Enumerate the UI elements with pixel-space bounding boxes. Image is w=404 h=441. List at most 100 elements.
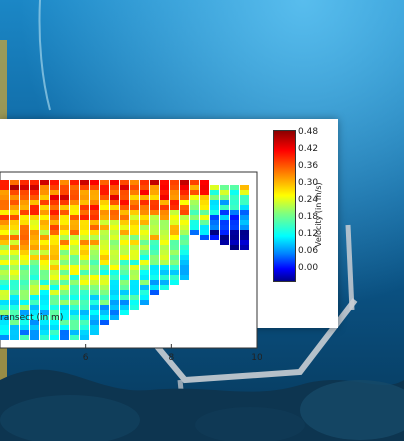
heatmap-cell [80, 225, 89, 230]
heatmap-cell [120, 270, 129, 275]
heatmap-cell [120, 185, 129, 190]
heatmap-cell [40, 190, 49, 195]
heatmap-cell [20, 275, 29, 280]
heatmap-cell [50, 245, 59, 250]
heatmap-cell [10, 200, 19, 205]
heatmap-cell [150, 240, 159, 245]
heatmap-cell [70, 320, 79, 325]
heatmap-cell [70, 305, 79, 310]
heatmap-cell [60, 255, 69, 260]
heatmap-cell [150, 290, 159, 295]
heatmap-cell [20, 185, 29, 190]
heatmap-cell [100, 220, 109, 225]
heatmap-cell [80, 235, 89, 240]
heatmap-cell [180, 195, 189, 200]
heatmap-cell [210, 230, 219, 235]
heatmap-cell [190, 195, 199, 200]
heatmap-cell [10, 270, 19, 275]
heatmap-cell [170, 240, 179, 245]
heatmap-cell [80, 245, 89, 250]
heatmap-cell [110, 315, 119, 320]
heatmap-cell [90, 325, 99, 330]
heatmap-cell [190, 205, 199, 210]
heatmap-cell [30, 250, 39, 255]
colorbar-tick-label: 0.30 [298, 178, 319, 188]
heatmap-cell [40, 250, 49, 255]
heatmap-cell [50, 280, 59, 285]
heatmap-cell [90, 195, 99, 200]
heatmap-cell [180, 250, 189, 255]
heatmap-cell [180, 230, 189, 235]
heatmap-cell [0, 280, 9, 285]
heatmap-cell [200, 195, 209, 200]
heatmap-cell [150, 260, 159, 265]
heatmap-cell [20, 205, 29, 210]
heatmap-cell [120, 190, 129, 195]
heatmap-cell [0, 270, 9, 275]
heatmap-cell [70, 315, 79, 320]
heatmap-cell [20, 230, 29, 235]
heatmap-cell [80, 200, 89, 205]
heatmap-cell [150, 255, 159, 260]
heatmap-cell [130, 290, 139, 295]
heatmap-cell [230, 215, 239, 220]
heatmap-cell [80, 270, 89, 275]
heatmap-cell [110, 180, 119, 185]
heatmap-cell [150, 230, 159, 235]
heatmap-cell [150, 270, 159, 275]
heatmap-cell [20, 220, 29, 225]
heatmap-cell [120, 200, 129, 205]
heatmap-cell [170, 200, 179, 205]
heatmap-cell [80, 325, 89, 330]
heatmap-cell [150, 250, 159, 255]
heatmap-cell [100, 210, 109, 215]
heatmap-cell [60, 310, 69, 315]
heatmap-cell [0, 330, 9, 335]
heatmap-cell [180, 240, 189, 245]
heatmap-cell [200, 210, 209, 215]
heatmap-cell [10, 290, 19, 295]
heatmap-cell [180, 185, 189, 190]
heatmap-cell [130, 215, 139, 220]
heatmap-cell [100, 215, 109, 220]
heatmap-cell [110, 290, 119, 295]
heatmap-cell [90, 210, 99, 215]
heatmap-cell [40, 210, 49, 215]
heatmap-cell [170, 265, 179, 270]
heatmap-cell [160, 280, 169, 285]
heatmap-cell [190, 215, 199, 220]
heatmap-cell [180, 180, 189, 185]
heatmap-cell [10, 330, 19, 335]
heatmap-cell [40, 295, 49, 300]
heatmap-cell [20, 200, 29, 205]
heatmap-cell [110, 205, 119, 210]
heatmap-cell [40, 230, 49, 235]
heatmap-cell [130, 195, 139, 200]
heatmap-cell [40, 225, 49, 230]
heatmap-cell [40, 325, 49, 330]
heatmap-cell [30, 325, 39, 330]
heatmap-cell [70, 200, 79, 205]
heatmap-cell [160, 285, 169, 290]
heatmap-cell [80, 250, 89, 255]
heatmap-cell [0, 305, 9, 310]
heatmap-cell [50, 270, 59, 275]
heatmap-cell [80, 310, 89, 315]
heatmap-cell [60, 230, 69, 235]
heatmap-cell [130, 305, 139, 310]
heatmap-cell [20, 320, 29, 325]
heatmap-cell [110, 295, 119, 300]
heatmap-cell [10, 225, 19, 230]
heatmap-cell [80, 230, 89, 235]
heatmap-cell [100, 320, 109, 325]
heatmap-cell [130, 255, 139, 260]
heatmap-cell [40, 220, 49, 225]
heatmap-cell [40, 235, 49, 240]
x-tick-label: 8 [168, 353, 174, 363]
heatmap-cell [70, 230, 79, 235]
heatmap-cell [200, 220, 209, 225]
heatmap-cell [50, 290, 59, 295]
heatmap-cell [50, 240, 59, 245]
colorbar-tick-label: 0.12 [298, 229, 319, 239]
heatmap-cell [100, 190, 109, 195]
